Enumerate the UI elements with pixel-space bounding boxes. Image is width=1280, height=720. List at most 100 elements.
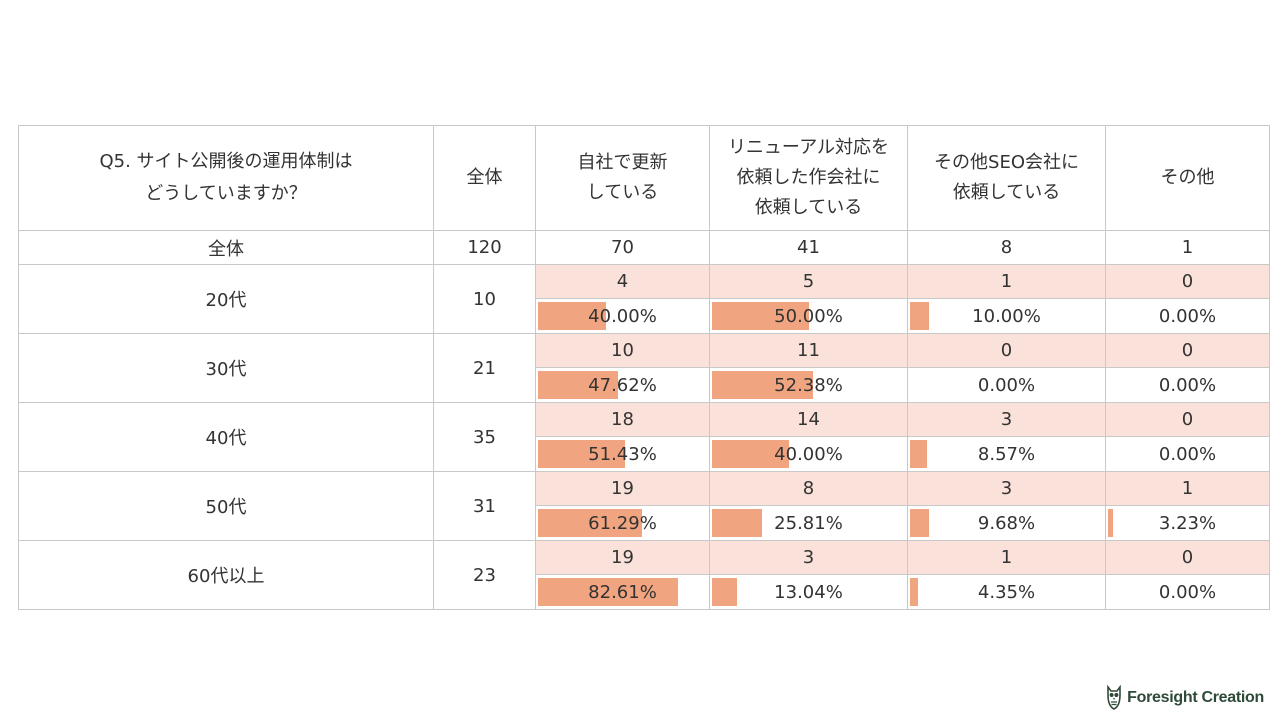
percent-label: 82.61% [588, 581, 657, 603]
row-label: 50代 [18, 471, 434, 541]
percent-label: 52.38% [774, 374, 843, 396]
age-group-percent-row: 61.29% 25.81% 9.68% 3.23% [19, 505, 1270, 541]
count-cell: 0 [1105, 333, 1270, 368]
percent-cell: 3.23% [1105, 505, 1270, 541]
row-label: 60代以上 [18, 540, 434, 610]
total-header: 全体 [433, 125, 536, 231]
age-group-percent-row: 51.43% 40.00% 8.57% 0.00% [19, 436, 1270, 472]
row-total: 120 [433, 230, 536, 265]
count-cell: 1 [907, 540, 1106, 575]
percent-cell: 0.00% [907, 367, 1106, 403]
percent-label: 9.68% [977, 512, 1036, 534]
count-cell: 18 [535, 402, 710, 437]
count-cell: 0 [907, 333, 1106, 368]
percent-label: 0.00% [1158, 443, 1217, 465]
percent-label: 13.04% [774, 581, 843, 603]
age-group-percent-row: 47.62% 52.38% 0.00% 0.00% [19, 367, 1270, 403]
overall-count: 70 [535, 230, 710, 265]
age-group-percent-row: 82.61% 13.04% 4.35% 0.00% [19, 574, 1270, 610]
percent-label: 40.00% [588, 305, 657, 327]
survey-table: Q5. サイト公開後の運用体制は どうしていますか？ 全体 自社で更新 している… [18, 125, 1270, 610]
column-header-line: 自社で更新 [577, 152, 668, 173]
age-group-count-row: 50代 31 19 8 3 1 [18, 471, 1270, 541]
percent-bar [910, 302, 929, 330]
percent-label: 0.00% [1158, 581, 1217, 603]
percent-cell: 0.00% [1105, 367, 1270, 403]
percent-label: 25.81% [774, 512, 843, 534]
row-total: 35 [433, 402, 536, 472]
age-group-count-row: 30代 21 10 11 0 0 [18, 333, 1270, 403]
percent-cell: 9.68% [907, 505, 1106, 541]
percent-bar [712, 509, 762, 537]
percent-cell: 13.04% [709, 574, 908, 610]
percent-label: 0.00% [1158, 374, 1217, 396]
percent-cell: 8.57% [907, 436, 1106, 472]
percent-label: 50.00% [774, 305, 843, 327]
percent-bar [712, 578, 737, 606]
row-label: 20代 [18, 264, 434, 334]
row-total: 31 [433, 471, 536, 541]
count-cell: 3 [709, 540, 908, 575]
percent-cell: 25.81% [709, 505, 908, 541]
percent-bar [712, 440, 789, 468]
overall-count: 8 [907, 230, 1106, 265]
count-cell: 8 [709, 471, 908, 506]
overall-count: 41 [709, 230, 908, 265]
percent-bar [538, 509, 642, 537]
brand-logo: Foresight Creation [1105, 684, 1264, 712]
count-cell: 5 [709, 264, 908, 299]
question-line: Q5. サイト公開後の運用体制は [99, 151, 353, 172]
row-total: 21 [433, 333, 536, 403]
percent-label: 4.35% [977, 581, 1036, 603]
question-header: Q5. サイト公開後の運用体制は どうしていますか？ [18, 125, 434, 231]
percent-cell: 0.00% [1105, 298, 1270, 334]
percent-cell: 50.00% [709, 298, 908, 334]
overall-row: 全体 120 70 41 8 1 [18, 230, 1270, 265]
percent-cell: 40.00% [535, 298, 710, 334]
column-header-line: 依頼している [754, 197, 863, 218]
row-total: 23 [433, 540, 536, 610]
header-row: Q5. サイト公開後の運用体制は どうしていますか？ 全体 自社で更新 している… [18, 125, 1270, 231]
count-cell: 14 [709, 402, 908, 437]
age-group-count-row: 60代以上 23 19 3 1 0 [18, 540, 1270, 610]
percent-cell: 51.43% [535, 436, 710, 472]
count-cell: 19 [535, 471, 710, 506]
question-line: どうしていますか？ [145, 183, 307, 204]
percent-cell: 0.00% [1105, 436, 1270, 472]
percent-cell: 82.61% [535, 574, 710, 610]
percent-bar [712, 302, 809, 330]
percent-bar [538, 440, 625, 468]
count-cell: 11 [709, 333, 908, 368]
age-group-percent-row: 40.00% 50.00% 10.00% 0.00% [19, 298, 1270, 334]
column-header-line: リニューアル対応を [727, 137, 890, 158]
percent-bar [538, 578, 678, 606]
column-header-line: その他 [1160, 167, 1215, 188]
count-cell: 3 [907, 402, 1106, 437]
count-cell: 19 [535, 540, 710, 575]
count-cell: 1 [1105, 471, 1270, 506]
column-header-line: 依頼した作会社に [736, 167, 881, 188]
row-label: 全体 [18, 230, 434, 265]
age-group-count-row: 40代 35 18 14 3 0 [18, 402, 1270, 472]
column-header-renewal-vendor: リニューアル対応を 依頼した作会社に 依頼している [709, 125, 908, 231]
count-cell: 10 [535, 333, 710, 368]
percent-cell: 61.29% [535, 505, 710, 541]
percent-bar [712, 371, 813, 399]
percent-cell: 4.35% [907, 574, 1106, 610]
percent-label: 0.00% [1158, 305, 1217, 327]
percent-cell: 40.00% [709, 436, 908, 472]
percent-bar [538, 302, 606, 330]
row-total: 10 [433, 264, 536, 334]
percent-bar [910, 440, 927, 468]
percent-label: 61.29% [588, 512, 657, 534]
column-header-other: その他 [1105, 125, 1270, 231]
percent-label: 47.62% [588, 374, 657, 396]
count-cell: 3 [907, 471, 1106, 506]
percent-label: 10.00% [972, 305, 1041, 327]
overall-count: 1 [1105, 230, 1270, 265]
count-cell: 0 [1105, 540, 1270, 575]
percent-label: 3.23% [1158, 512, 1217, 534]
age-group-count-row: 20代 10 4 5 1 0 [18, 264, 1270, 334]
percent-bar [538, 371, 618, 399]
percent-bar [910, 578, 918, 606]
